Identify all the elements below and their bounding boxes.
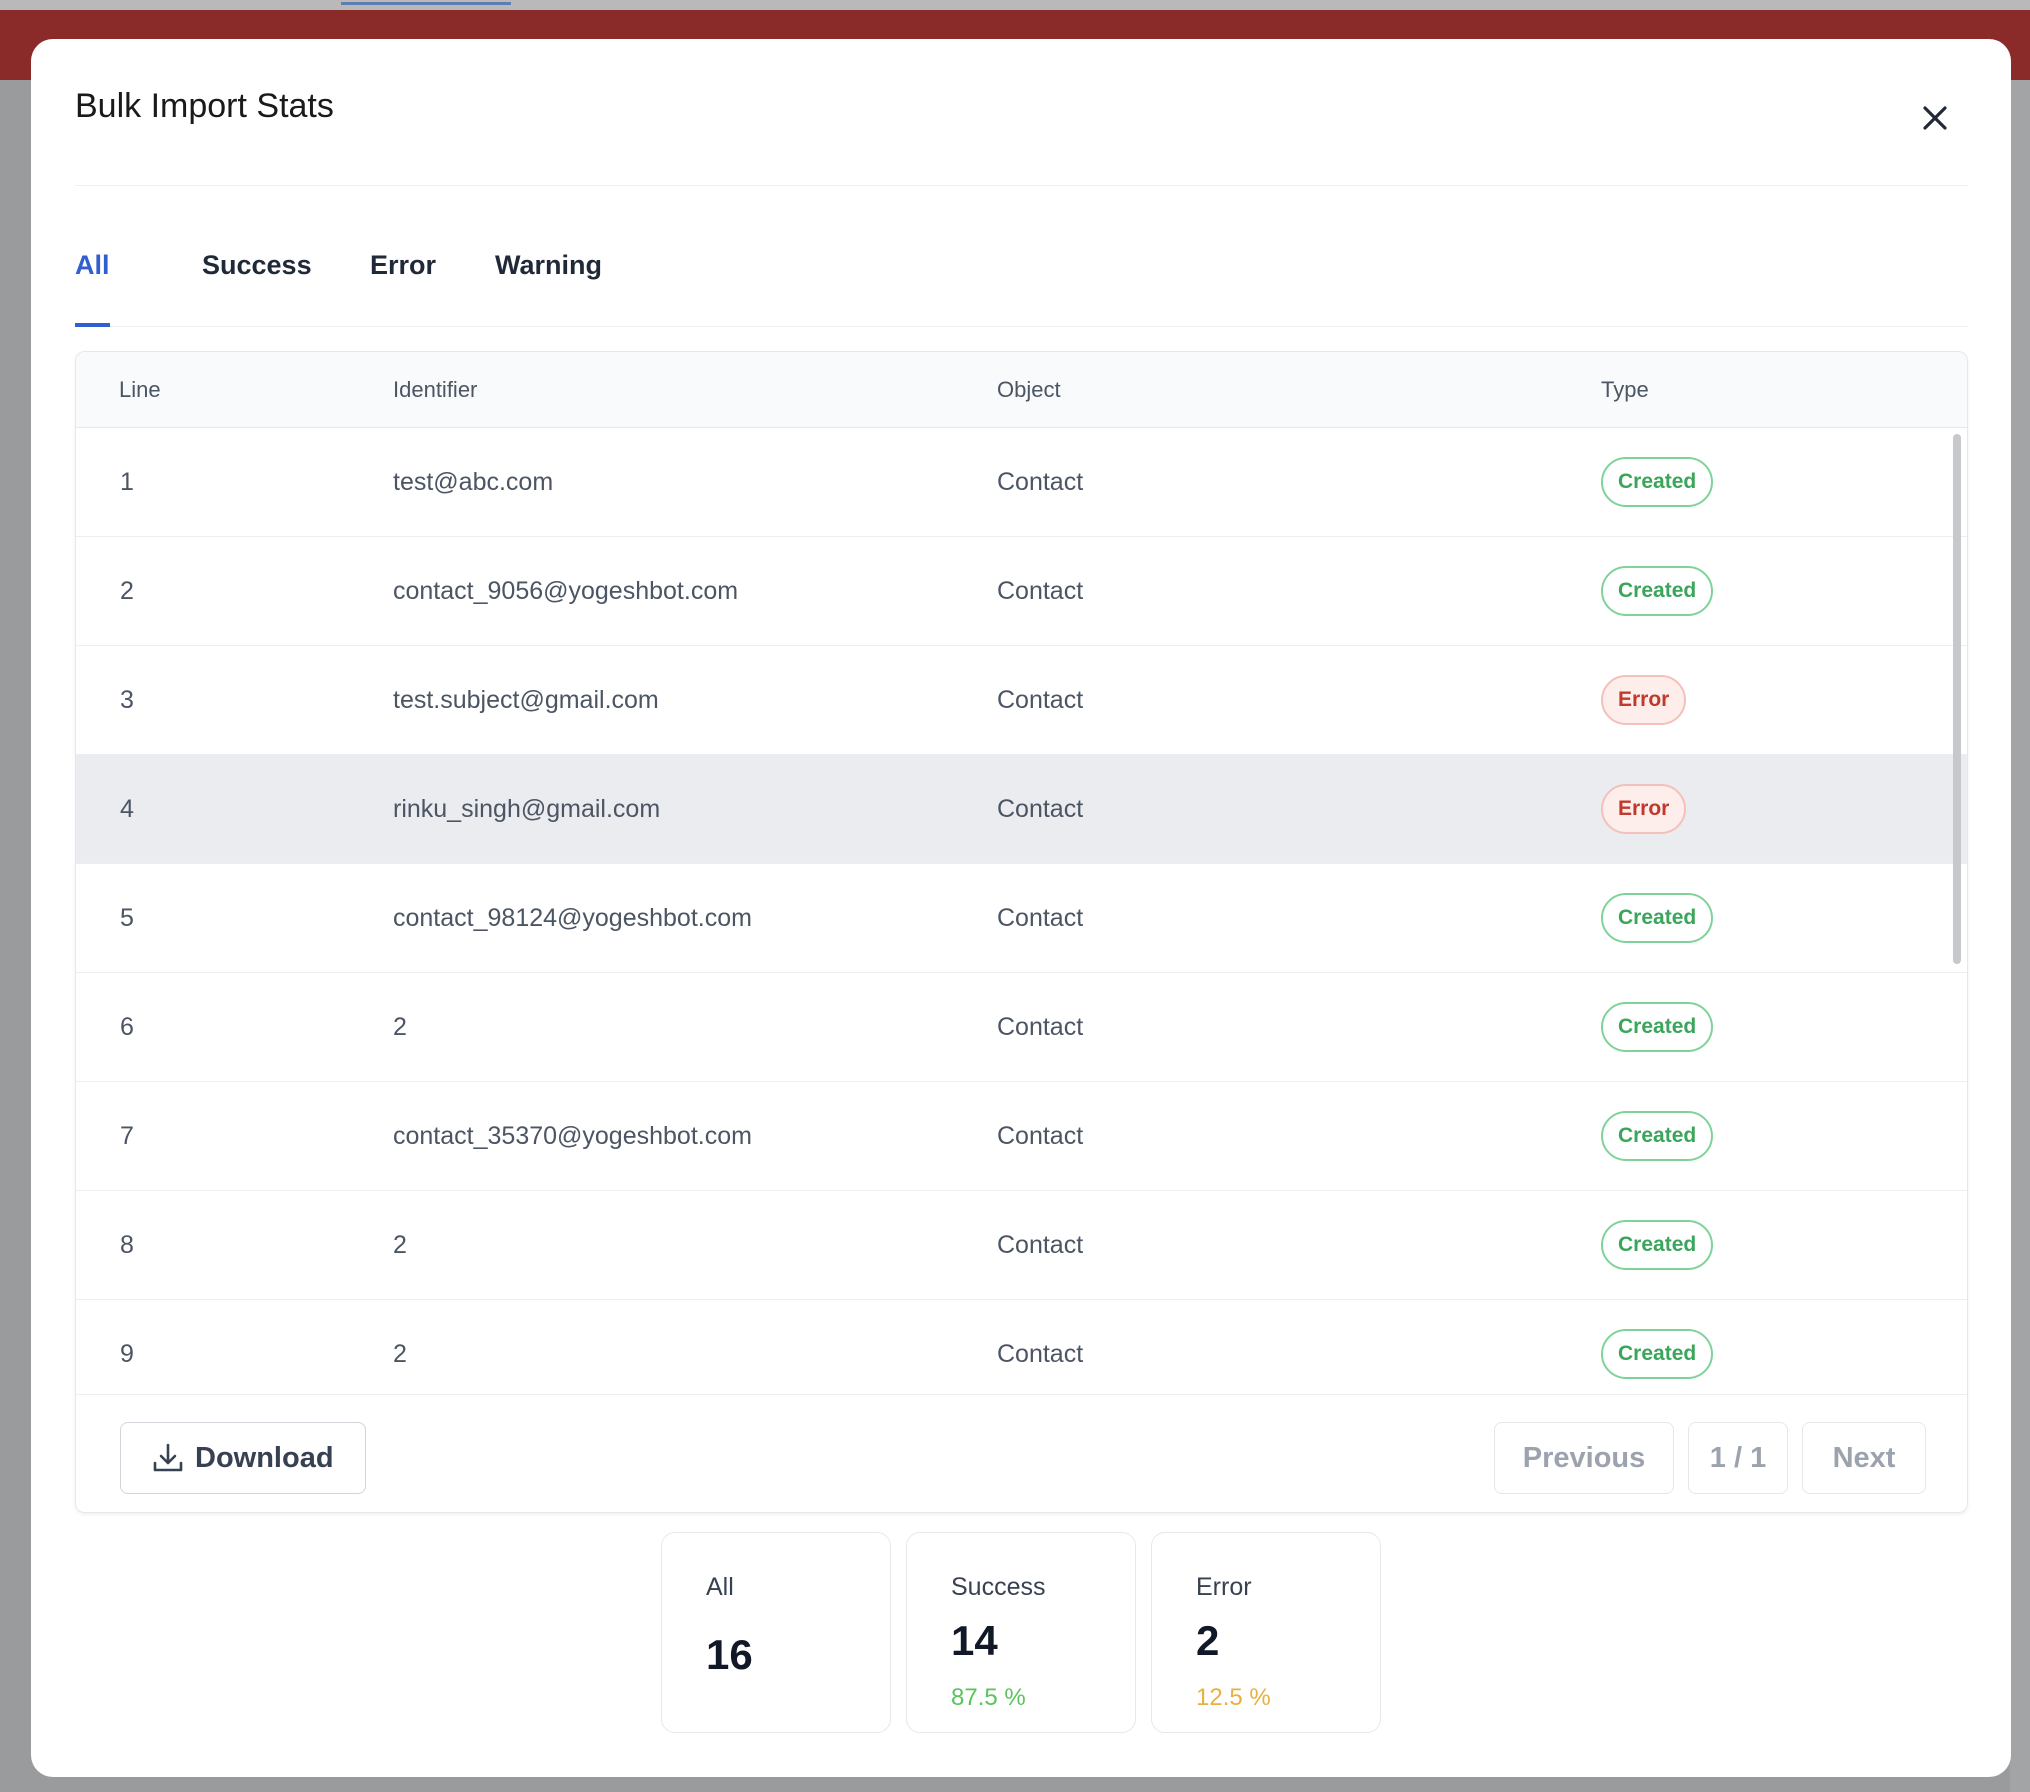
line-cell: 3 [120,686,134,714]
identifier-cell: test.subject@gmail.com [393,686,659,714]
stat-value: 16 [706,1631,753,1678]
identifier-cell: 2 [393,1340,407,1368]
table-row[interactable]: 7 contact_35370@yogeshbot.com Contact Cr… [76,1082,1967,1191]
line-cell: 6 [120,1013,134,1041]
close-icon [1923,106,1947,130]
table-row[interactable]: 3 test.subject@gmail.com Contact Error [76,646,1967,755]
stat-value: 2 [1196,1617,1220,1664]
line-cell: 9 [120,1340,134,1368]
status-badge: Created [1601,1002,1714,1052]
table-row[interactable]: 1 test@abc.com Contact Created [76,428,1967,537]
tab-all[interactable]: All [75,235,110,327]
previous-button[interactable]: Previous [1494,1422,1674,1494]
line-cell: 1 [120,468,134,496]
object-cell: Contact [997,686,1084,714]
identifier-cell: contact_9056@yogeshbot.com [393,577,739,605]
stat-value: 14 [951,1617,998,1664]
identifier-cell: test@abc.com [393,468,554,496]
stat-label: All [706,1573,734,1601]
table-row[interactable]: 8 2 Contact Created [76,1191,1967,1300]
tab-success[interactable]: Success [202,250,312,280]
stat-percent: 87.5 % [951,1684,1026,1711]
table-row[interactable]: 6 2 Contact Created [76,973,1967,1082]
close-button[interactable] [1912,95,1958,141]
stat-card-all: All 16 [661,1532,891,1733]
status-badge: Created [1601,1329,1714,1379]
column-header-object: Object [997,377,1061,402]
table-row[interactable]: 2 contact_9056@yogeshbot.com Contact Cre… [76,537,1967,646]
object-cell: Contact [997,1231,1084,1259]
identifier-cell: 2 [393,1013,407,1041]
background-page-edge [2010,80,2030,1792]
stat-label: Error [1196,1573,1252,1601]
status-badge: Created [1601,457,1714,507]
line-cell: 2 [120,577,134,605]
column-header-identifier: Identifier [393,377,478,402]
table-row[interactable]: 5 contact_98124@yogeshbot.com Contact Cr… [76,864,1967,973]
line-cell: 8 [120,1231,134,1259]
tab-warning[interactable]: Warning [495,250,602,280]
stat-card-error: Error 2 12.5 % [1151,1532,1381,1733]
object-cell: Contact [997,904,1084,932]
bulk-import-stats-modal: Bulk Import Stats All Success Error Warn… [31,39,2011,1777]
identifier-cell: rinku_singh@gmail.com [393,795,661,823]
tab-bar: All Success Error Warning [75,235,1968,327]
header-divider [75,185,1968,186]
stat-percent: 12.5 % [1196,1684,1271,1711]
object-cell: Contact [997,795,1084,823]
status-badge: Error [1601,675,1687,725]
stat-card-success: Success 14 87.5 % [906,1532,1136,1733]
table-header: Line Identifier Object Type [76,352,1967,428]
identifier-cell: contact_35370@yogeshbot.com [393,1122,752,1150]
line-cell: 5 [120,904,134,932]
column-header-line: Line [119,377,161,402]
table-row[interactable]: 4 rinku_singh@gmail.com Contact Error [76,755,1967,864]
import-results-table: Line Identifier Object Type 1 test@abc.c… [75,351,1968,1513]
next-button[interactable]: Next [1802,1422,1926,1494]
status-badge: Created [1601,566,1714,616]
status-badge: Created [1601,1111,1714,1161]
line-cell: 7 [120,1122,134,1150]
background-top-bar [0,0,2030,10]
table-footer: Download Previous 1 / 1 Next [76,1394,1967,1512]
identifier-cell: 2 [393,1231,407,1259]
modal-title: Bulk Import Stats [75,87,334,125]
status-badge: Created [1601,1220,1714,1270]
object-cell: Contact [997,468,1084,496]
table-body[interactable]: 1 test@abc.com Contact Created 2 contact… [76,428,1967,1394]
page-indicator: 1 / 1 [1688,1422,1788,1494]
download-button[interactable]: Download [120,1422,366,1494]
identifier-cell: contact_98124@yogeshbot.com [393,904,752,932]
object-cell: Contact [997,1122,1084,1150]
tab-error[interactable]: Error [370,250,437,280]
download-icon [153,1443,183,1472]
line-cell: 4 [120,795,134,823]
status-badge: Created [1601,893,1714,943]
table-scrollbar[interactable] [1953,434,1961,964]
column-header-type: Type [1601,377,1649,402]
object-cell: Contact [997,1340,1084,1368]
table-row[interactable]: 9 2 Contact Created [76,1300,1967,1394]
background-tab-underline [341,2,511,5]
object-cell: Contact [997,577,1084,605]
object-cell: Contact [997,1013,1084,1041]
stat-label: Success [951,1573,1046,1601]
download-button-label: Download [195,1441,334,1474]
status-badge: Error [1601,784,1687,834]
